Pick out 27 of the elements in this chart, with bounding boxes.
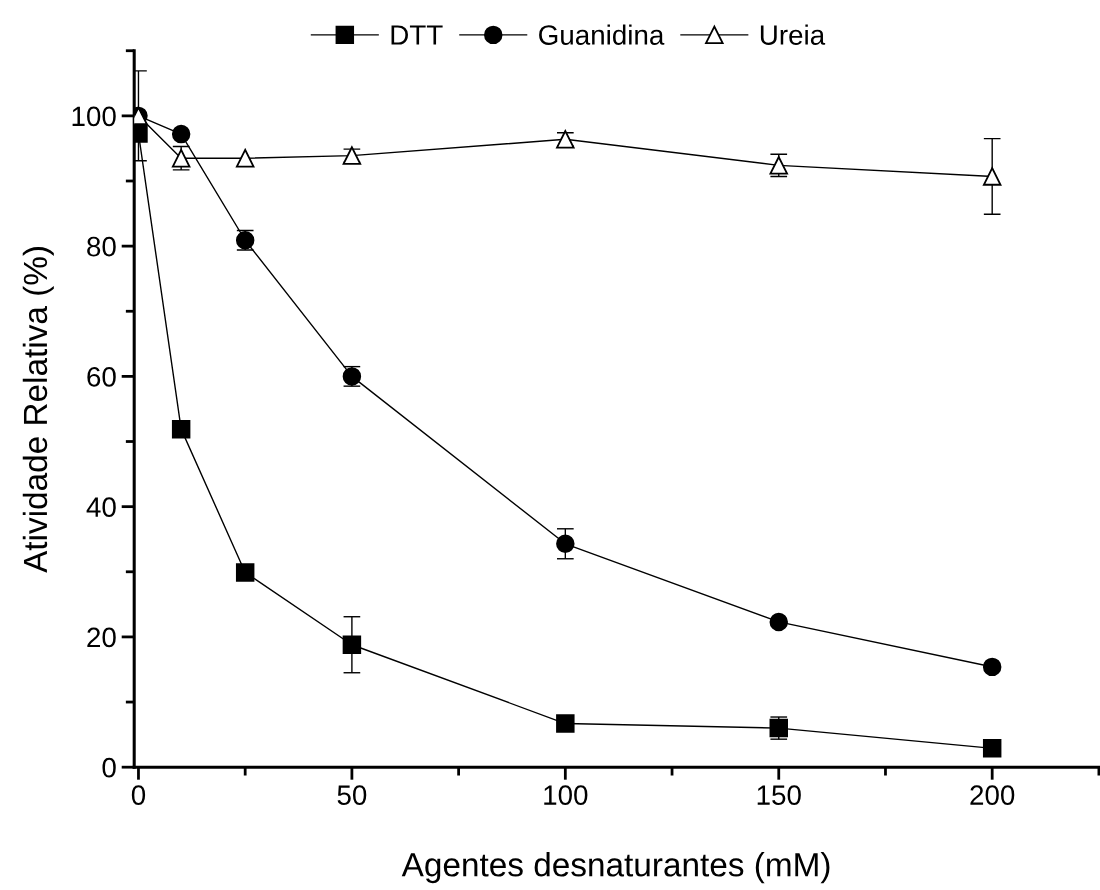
legend-label: DTT: [391, 25, 443, 45]
y-tick-label: 80: [87, 236, 116, 257]
x-axis-title: Agentes desnaturantes (mM): [401, 852, 830, 884]
x-tick-label: 50: [337, 785, 367, 805]
point: [982, 739, 1002, 758]
point: [235, 148, 255, 168]
point: [556, 534, 575, 554]
y-axis-title: Atividade Relativa (%): [22, 247, 54, 573]
point: [769, 612, 788, 632]
y-tick-label: 40: [86, 497, 116, 517]
legend-label: Ureia: [760, 24, 826, 45]
point: [342, 635, 362, 654]
y-tick-label: 100: [72, 106, 116, 127]
y-tick-label: 20: [87, 627, 116, 648]
y-tick-label: 60: [87, 367, 116, 387]
x-tick-label: 200: [970, 785, 1015, 805]
point: [982, 657, 1002, 677]
y-tick-label: 0: [102, 757, 116, 778]
point: [982, 167, 1002, 186]
point: [171, 419, 191, 439]
legend-label: Guanidina: [539, 24, 665, 45]
point: [171, 124, 191, 144]
point: [556, 714, 575, 733]
x-tick-label: 100: [544, 785, 588, 805]
x-tick-label: 0: [131, 785, 146, 805]
point: [235, 563, 255, 582]
x-tick-label: 150: [757, 785, 801, 805]
